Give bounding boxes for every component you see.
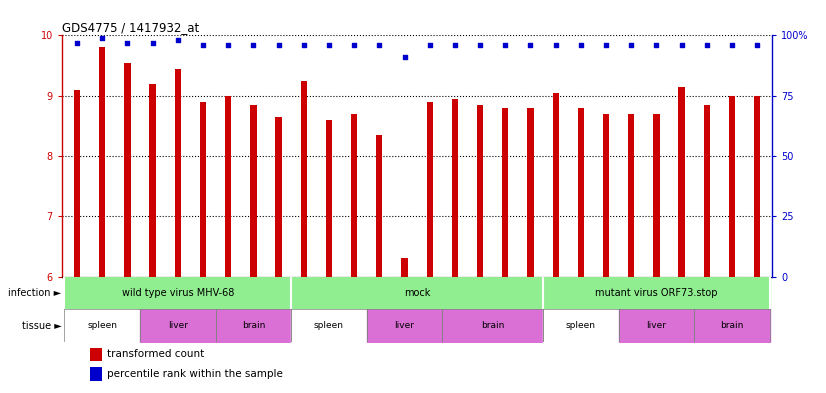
Bar <box>150 84 156 277</box>
Bar <box>401 259 408 277</box>
Bar <box>452 99 458 277</box>
Point <box>398 54 411 60</box>
Text: liver: liver <box>647 321 667 330</box>
Point <box>121 39 134 46</box>
Bar <box>174 68 181 277</box>
Bar <box>653 114 660 277</box>
Point <box>751 42 764 48</box>
Point <box>297 42 311 48</box>
Bar <box>124 62 131 277</box>
Bar <box>477 105 483 277</box>
Bar <box>704 105 710 277</box>
Bar <box>275 117 282 277</box>
Text: infection ►: infection ► <box>8 288 61 298</box>
Bar <box>678 86 685 277</box>
Point <box>348 42 361 48</box>
Text: liver: liver <box>168 321 188 330</box>
Point <box>322 42 335 48</box>
Point <box>171 37 184 43</box>
Text: transformed count: transformed count <box>107 349 204 359</box>
Text: tissue ►: tissue ► <box>21 321 61 331</box>
Point <box>449 42 462 48</box>
Point <box>423 42 436 48</box>
Point <box>272 42 285 48</box>
Text: brain: brain <box>720 321 743 330</box>
Point <box>146 39 159 46</box>
Bar <box>502 108 509 277</box>
Text: brain: brain <box>481 321 505 330</box>
Text: mock: mock <box>404 288 430 298</box>
Point <box>700 42 714 48</box>
Point <box>197 42 210 48</box>
Point <box>373 42 386 48</box>
Bar <box>325 120 332 277</box>
Bar <box>351 114 358 277</box>
Bar <box>90 367 102 381</box>
Point <box>70 39 83 46</box>
Bar <box>628 114 634 277</box>
Bar <box>74 90 80 277</box>
Bar <box>577 108 584 277</box>
Text: GDS4775 / 1417932_at: GDS4775 / 1417932_at <box>62 21 199 34</box>
Text: wild type virus MHV-68: wild type virus MHV-68 <box>121 288 234 298</box>
Bar <box>99 48 106 277</box>
Bar <box>225 95 231 277</box>
Text: mutant virus ORF73.stop: mutant virus ORF73.stop <box>596 288 718 298</box>
Bar <box>376 135 382 277</box>
Point <box>221 42 235 48</box>
Point <box>650 42 663 48</box>
Point <box>524 42 537 48</box>
Point <box>473 42 487 48</box>
Point <box>549 42 563 48</box>
Point <box>725 42 738 48</box>
Text: percentile rank within the sample: percentile rank within the sample <box>107 369 282 378</box>
Bar <box>603 114 610 277</box>
Text: spleen: spleen <box>566 321 596 330</box>
Point <box>499 42 512 48</box>
Bar <box>426 102 433 277</box>
Bar <box>301 81 307 277</box>
Text: spleen: spleen <box>314 321 344 330</box>
Bar <box>200 102 206 277</box>
Point <box>624 42 638 48</box>
Point <box>574 42 587 48</box>
Point <box>600 42 613 48</box>
Text: liver: liver <box>395 321 415 330</box>
Point <box>675 42 688 48</box>
Text: spleen: spleen <box>88 321 117 330</box>
Text: brain: brain <box>242 321 265 330</box>
Point <box>247 42 260 48</box>
Bar <box>527 108 534 277</box>
Point <box>96 35 109 41</box>
Bar <box>90 348 102 362</box>
Bar <box>754 95 761 277</box>
Bar <box>729 95 735 277</box>
Bar <box>553 93 559 277</box>
Bar <box>250 105 257 277</box>
